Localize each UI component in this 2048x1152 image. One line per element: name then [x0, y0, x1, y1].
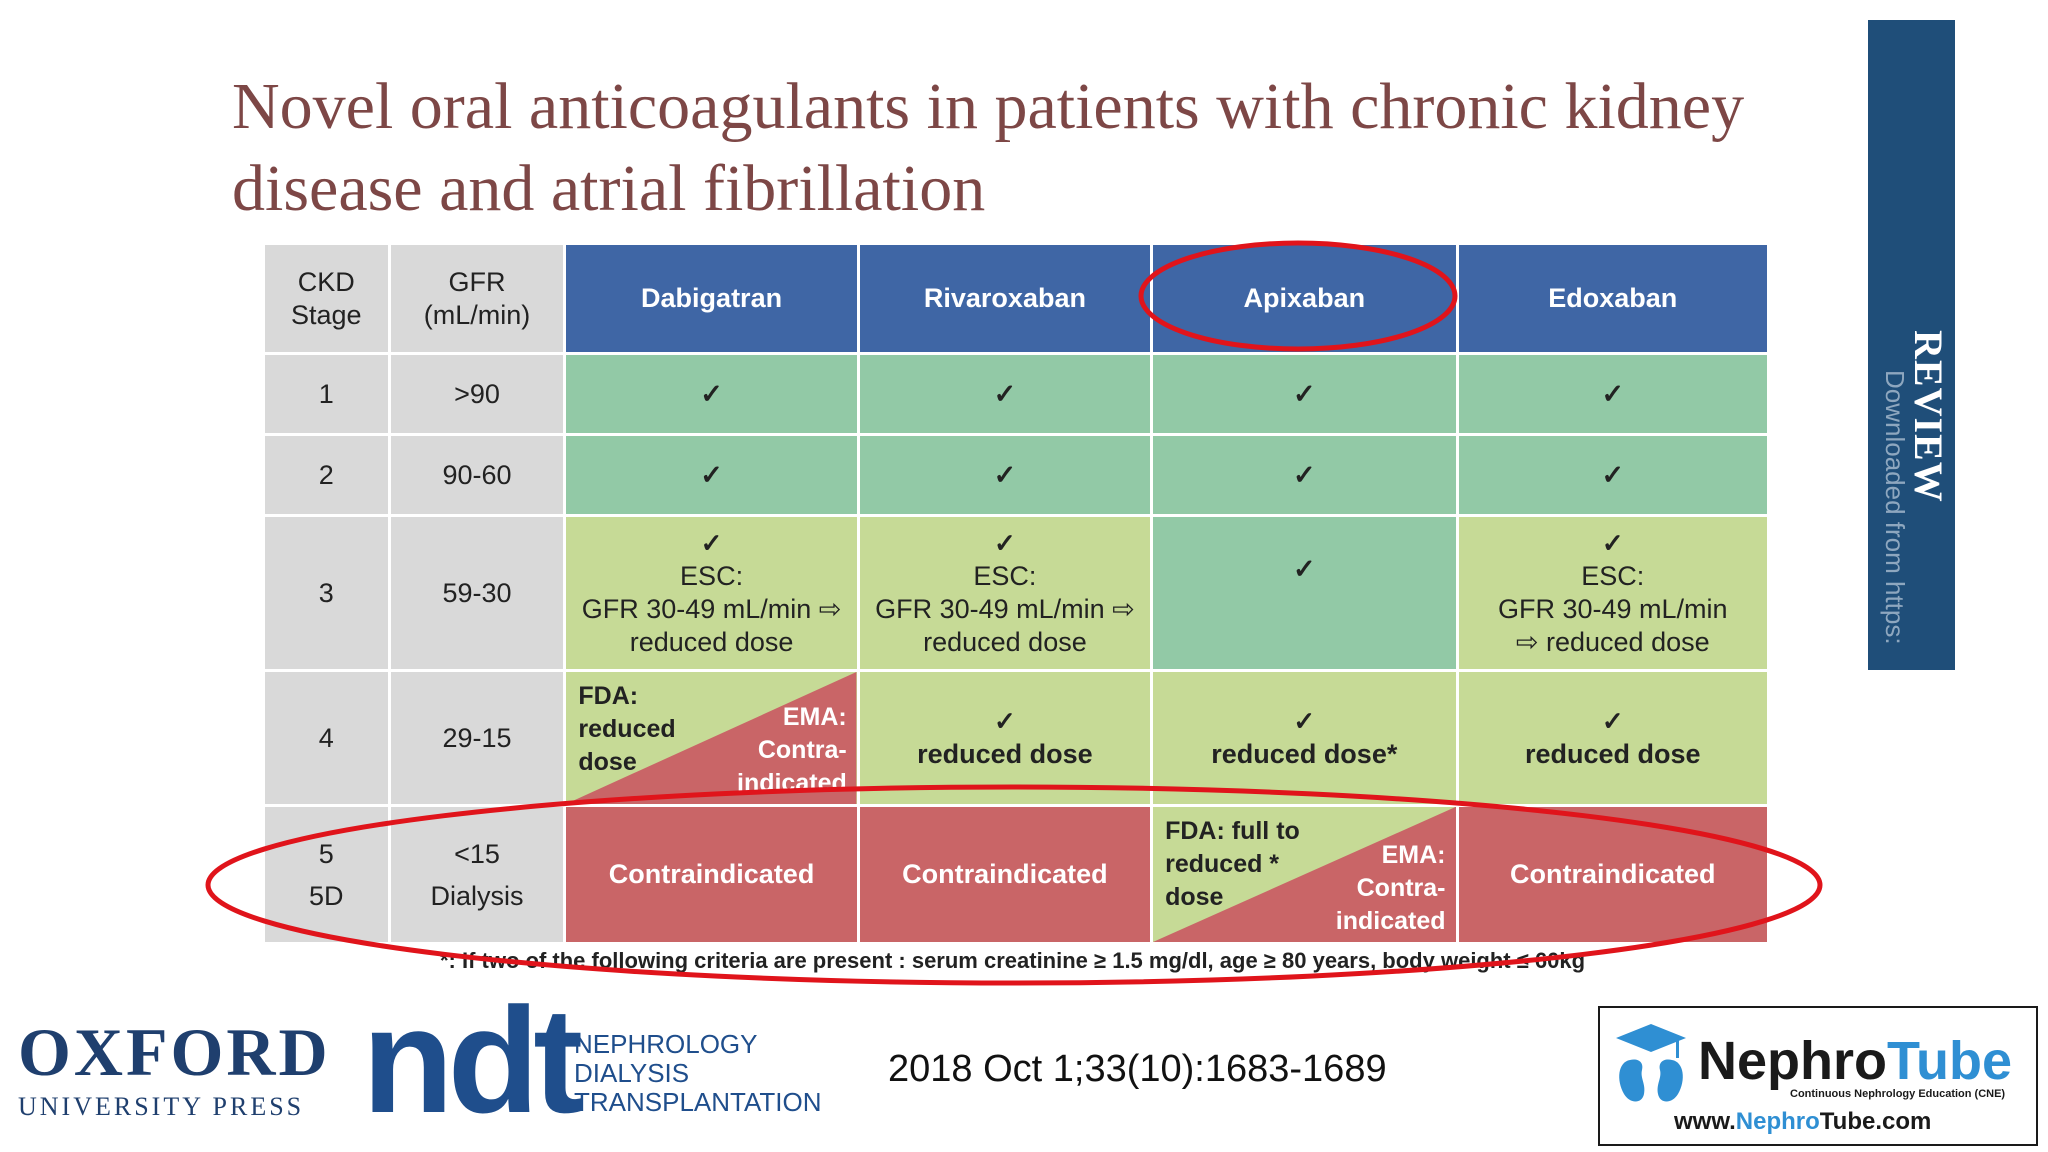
dabigatran-stage4-split-cell: FDA: reduced dose EMA: Contra-indicated	[563, 669, 860, 807]
cell-line: ESC:	[973, 561, 1037, 591]
stage-cell: 5 5D	[262, 804, 391, 945]
rivaroxaban-stage4-cell: ✓ reduced dose	[856, 669, 1154, 807]
review-label: REVIEW	[1906, 330, 1951, 503]
review-sidebar	[1868, 20, 1955, 670]
graduation-cap-kidney-icon	[1616, 1024, 1686, 1102]
edoxaban-stage4-cell: ✓ reduced dose	[1455, 669, 1771, 807]
check-icon: ✓	[1150, 433, 1459, 517]
url-part: Tube	[1819, 1108, 1876, 1135]
check-icon: ✓	[1293, 706, 1316, 736]
cell-line: ESC:	[1581, 561, 1645, 591]
table-row-stage-4: 4 29-15 FDA: reduced dose EMA: Contra-in…	[262, 669, 1771, 807]
apixaban-stage5-split-cell: FDA: full to reduced * dose EMA: Contra-…	[1150, 804, 1459, 945]
stage-cell: 3	[262, 514, 391, 672]
apixaban-stage4-cell: ✓ reduced dose*	[1150, 669, 1459, 807]
url-part: Nephro	[1735, 1108, 1820, 1135]
url-part: www.	[1674, 1108, 1736, 1135]
check-icon: ✓	[563, 352, 860, 436]
header-gfr: GFR (mL/min)	[387, 242, 567, 355]
ndt-subtitle-line: NEPHROLOGY	[574, 1029, 758, 1059]
stage-cell: 1	[262, 352, 391, 436]
check-icon: ✓	[1455, 433, 1771, 517]
nephrotube-tagline: Continuous Nephrology Education (CNE)	[1790, 1088, 2006, 1100]
nephrotube-wordmark: NephroTube	[1698, 1030, 2012, 1092]
oxford-subtitle: UNIVERSITY PRESS	[18, 1092, 305, 1121]
oxford-wordmark: OXFORD	[18, 1014, 331, 1090]
check-icon: ✓	[1601, 528, 1624, 558]
ndt-subtitle-line: TRANSPLANTATION	[574, 1087, 822, 1117]
edoxaban-stage3-cell: ✓ ESC: GFR 30-49 mL/min ⇨ reduced dose	[1455, 514, 1771, 672]
ndt-subtitle-line: DIALYSIS	[574, 1058, 690, 1088]
contraindicated-cell: Contraindicated	[856, 804, 1154, 945]
header-apixaban: Apixaban	[1150, 242, 1459, 355]
url-part: .com	[1875, 1108, 1932, 1135]
gfr-cell: 29-15	[387, 669, 567, 807]
slide-title: Novel oral anticoagulants in patients wi…	[232, 70, 1745, 225]
cell-line: GFR 30-49 mL/min ⇨	[581, 594, 842, 624]
nephrotube-wordmark-a: Nephro	[1698, 1031, 1887, 1091]
table-row-stage-5: 5 5D <15 Dialysis Contraindicated Contra…	[262, 804, 1771, 945]
check-icon: ✓	[1150, 514, 1459, 672]
oxford-logo: OXFORD UNIVERSITY PRESS	[18, 1018, 331, 1122]
gfr-cell: 59-30	[387, 514, 567, 672]
ndt-logo: ndt	[362, 976, 583, 1144]
ndt-subtitle: NEPHROLOGY DIALYSIS TRANSPLANTATION	[574, 1030, 822, 1117]
check-icon: ✓	[1601, 706, 1624, 736]
cell-line: reduced dose	[629, 627, 794, 657]
rivaroxaban-stage3-cell: ✓ ESC: GFR 30-49 mL/min ⇨ reduced dose	[856, 514, 1154, 672]
nephrotube-logo: NephroTube Continuous Nephrology Educati…	[1598, 1006, 2038, 1146]
diagonal-split-shape	[566, 672, 857, 804]
header-edoxaban: Edoxaban	[1455, 242, 1771, 355]
check-icon: ✓	[1150, 352, 1459, 436]
ema-note: EMA: Contra-indicated	[1335, 841, 1446, 935]
cell-line: reduced dose	[1524, 739, 1701, 769]
fda-note: FDA: reduced dose	[578, 682, 676, 776]
red-triangle	[566, 672, 857, 804]
gfr-cell: >90	[387, 352, 567, 436]
cell-line: reduced dose*	[1211, 739, 1398, 769]
check-icon: ✓	[994, 706, 1016, 736]
contraindicated-cell: Contraindicated	[563, 804, 860, 945]
cell-line: GFR 30-49 mL/min ⇨	[875, 594, 1135, 624]
gfr-cell: 90-60	[387, 433, 567, 517]
stage-cell: 2	[262, 433, 391, 517]
header-ckd-stage: CKD Stage	[262, 242, 391, 355]
cell-line: reduced dose	[923, 627, 1087, 657]
check-icon: ✓	[994, 528, 1016, 558]
header-rivaroxaban: Rivaroxaban	[856, 242, 1154, 355]
check-icon: ✓	[856, 433, 1154, 517]
citation: 2018 Oct 1;33(10):1683-1689	[888, 1048, 1387, 1090]
fda-note: FDA: full to reduced * dose	[1165, 817, 1300, 911]
table-row-stage-3: 3 59-30 ✓ ESC: GFR 30-49 mL/min ⇨ reduce…	[262, 514, 1771, 672]
ema-note: EMA: Contra-indicated	[737, 703, 847, 797]
check-icon: ✓	[700, 528, 723, 558]
check-icon: ✓	[1455, 352, 1771, 436]
header-dabigatran: Dabigatran	[563, 242, 860, 355]
gfr-cell: <15 Dialysis	[387, 804, 567, 945]
table-header-row: CKD Stage GFR (mL/min) Dabigatran Rivaroxa…	[262, 242, 1771, 355]
cell-line: reduced dose	[917, 739, 1093, 769]
nephrotube-url: www.NephroTube.com	[1674, 1108, 1931, 1136]
footnote: *: If two of the following criteria are …	[440, 948, 1586, 973]
table-row-stage-2: 2 90-60 ✓ ✓ ✓ ✓	[262, 433, 1771, 517]
stage-cell: 4	[262, 669, 391, 807]
check-icon: ✓	[856, 352, 1154, 436]
noac-ckd-table: CKD Stage GFR (mL/min) Dabigatran Rivaroxa…	[262, 242, 1771, 945]
nephrotube-wordmark-b: Tube	[1887, 1031, 2012, 1091]
table-row-stage-1: 1 >90 ✓ ✓ ✓ ✓	[262, 352, 1771, 436]
cell-line: ⇨ reduced dose	[1515, 627, 1710, 657]
cell-line: GFR 30-49 mL/min	[1497, 594, 1728, 624]
contraindicated-cell: Contraindicated	[1455, 804, 1771, 945]
cell-line: ESC:	[680, 561, 744, 591]
check-icon: ✓	[563, 433, 860, 517]
dabigatran-stage3-cell: ✓ ESC: GFR 30-49 mL/min ⇨ reduced dose	[563, 514, 860, 672]
